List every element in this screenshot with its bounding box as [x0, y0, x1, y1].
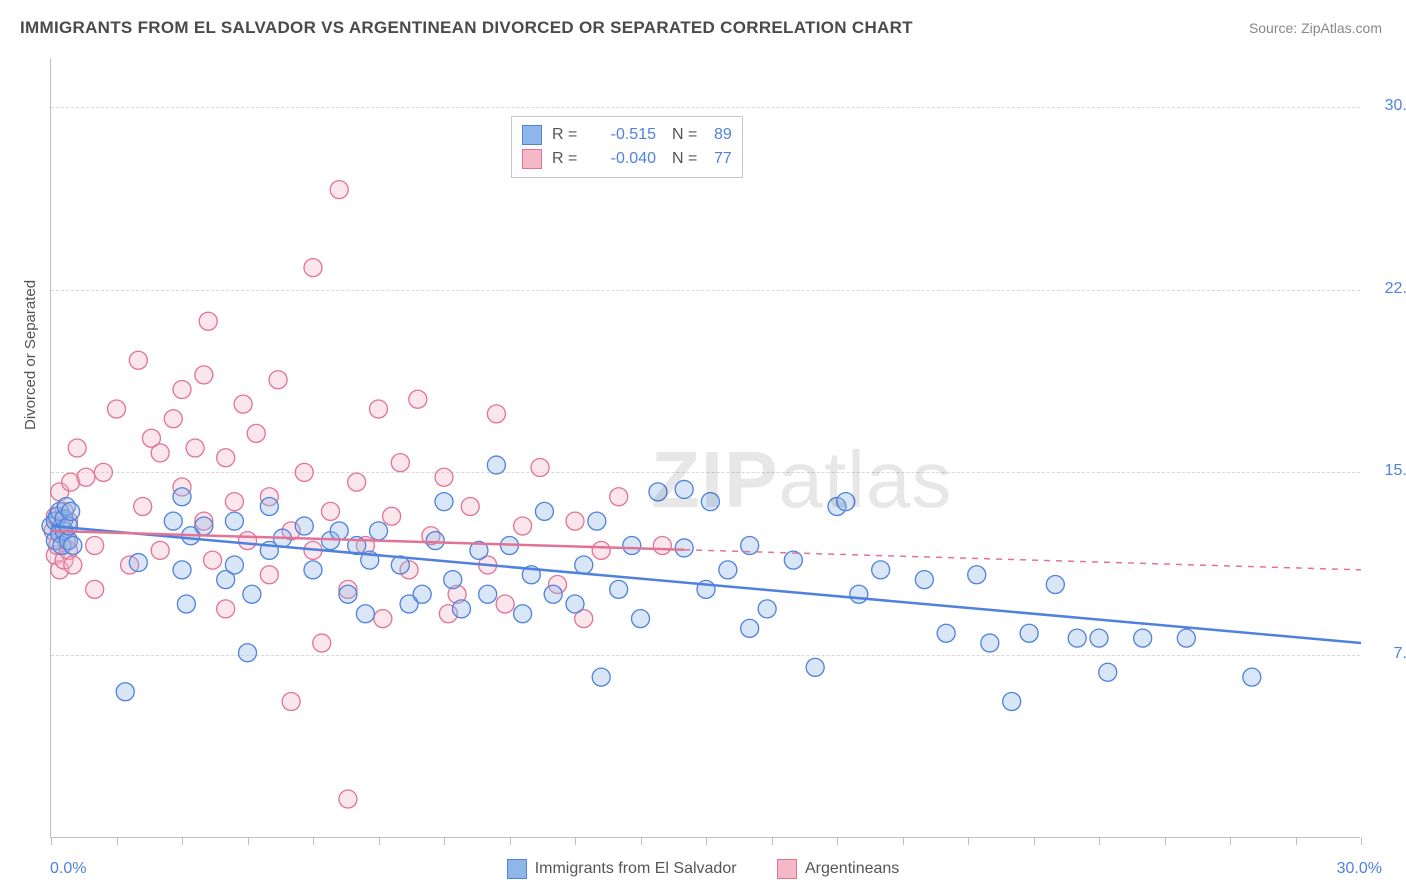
r-label: R =: [552, 147, 580, 171]
legend-item-1: Argentineans: [777, 859, 899, 879]
y-tick-label: 7.5%: [1394, 645, 1406, 663]
source-prefix: Source:: [1249, 20, 1301, 36]
n-value: 77: [714, 147, 732, 171]
n-value: 89: [714, 123, 732, 147]
y-axis-title: Divorced or Separated: [22, 280, 39, 430]
legend-swatch-pink: [777, 859, 797, 879]
source-attribution: Source: ZipAtlas.com: [1249, 20, 1382, 36]
legend-label: Immigrants from El Salvador: [535, 860, 737, 878]
legend-row-1: R = -0.040 N = 77: [522, 147, 732, 171]
y-tick-label: 30.0%: [1385, 97, 1406, 115]
legend-swatch-blue: [522, 125, 542, 145]
y-tick-label: 15.0%: [1385, 462, 1406, 480]
y-tick-label: 22.5%: [1385, 280, 1406, 298]
n-label: N =: [672, 123, 704, 147]
legend-row-0: R = -0.515 N = 89: [522, 123, 732, 147]
chart-title: IMMIGRANTS FROM EL SALVADOR VS ARGENTINE…: [20, 18, 913, 38]
legend-swatch-pink: [522, 149, 542, 169]
n-label: N =: [672, 147, 704, 171]
chart-container: IMMIGRANTS FROM EL SALVADOR VS ARGENTINE…: [0, 0, 1406, 892]
legend-swatch-blue: [507, 859, 527, 879]
source-name: ZipAtlas.com: [1301, 20, 1382, 36]
correlation-legend: R = -0.515 N = 89 R = -0.040 N = 77: [511, 116, 743, 178]
r-value: -0.515: [590, 123, 656, 147]
plot-area: R = -0.515 N = 89 R = -0.040 N = 77 ZIPa…: [50, 58, 1360, 838]
r-value: -0.040: [590, 147, 656, 171]
r-label: R =: [552, 123, 580, 147]
legend-label: Argentineans: [805, 860, 899, 878]
series-legend: Immigrants from El Salvador Argentineans: [0, 859, 1406, 884]
legend-item-0: Immigrants from El Salvador: [507, 859, 737, 879]
